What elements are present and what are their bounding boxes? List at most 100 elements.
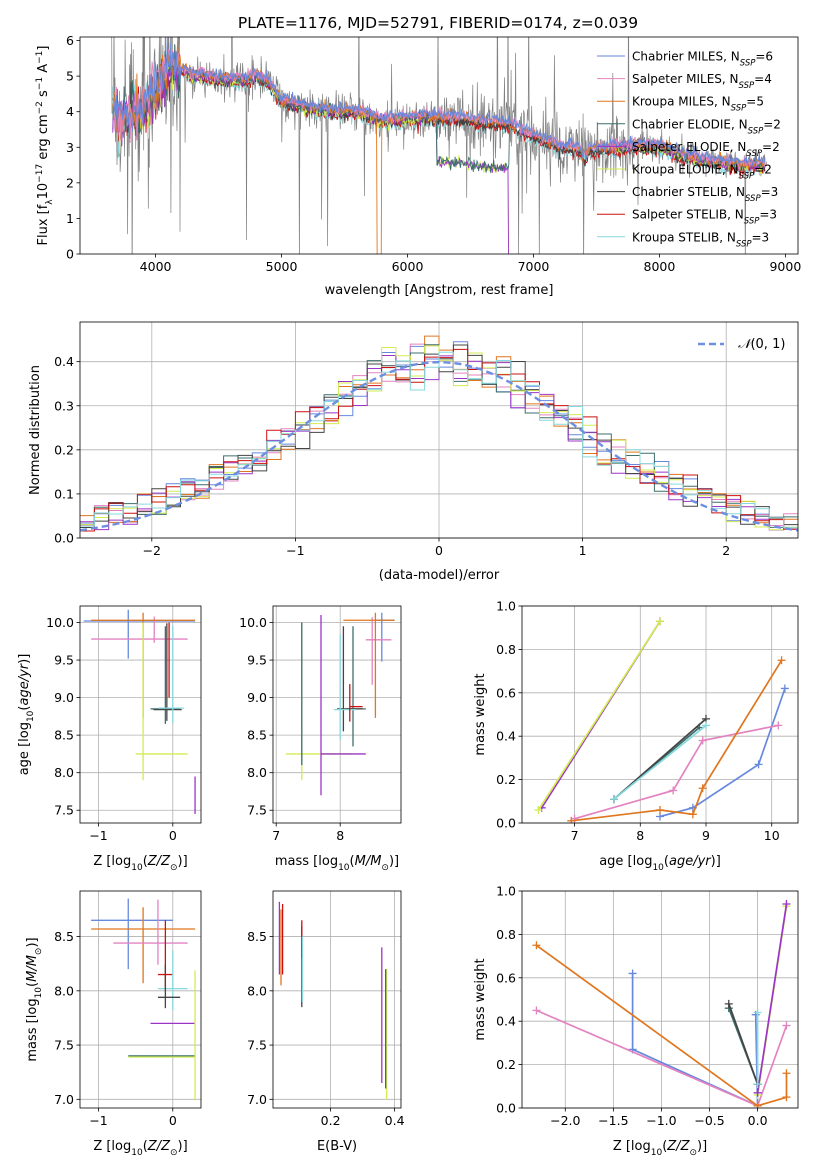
y-tick-label: 6	[66, 33, 74, 48]
y-tick-label: 0.2	[54, 442, 74, 457]
y-tick-label: 3	[66, 140, 74, 155]
axes-frame	[521, 605, 799, 824]
legend-entry: Kroupa MILES, NSSP=5	[632, 95, 764, 114]
y-tick-label: 0.6	[496, 970, 516, 985]
y-tick-label: 5	[66, 69, 74, 84]
x-tick-label: −0.5	[694, 1113, 724, 1128]
y-tick-label: 0.2	[496, 1057, 516, 1072]
y-tick-label: 4	[66, 104, 74, 119]
series-line	[659, 688, 786, 818]
axes-weight_vs_age: 7 8 9 10 0.0 0.2 0.4 0.6 0.8 1.0	[496, 599, 799, 843]
y-tick-label: 10.0	[239, 615, 267, 630]
data-point-marker	[628, 969, 637, 978]
data-point-marker	[567, 816, 576, 823]
x-axis-label: Z [log10(Z/Z⊙)]	[613, 1139, 707, 1158]
data-point-marker	[688, 810, 697, 819]
x-tick-label: 8000	[644, 259, 676, 274]
x-tick-label: 1	[579, 543, 587, 558]
x-tick-label: 9000	[769, 259, 801, 274]
plot-area	[278, 901, 388, 1100]
gaussian-curve	[80, 360, 798, 532]
x-axis-label: E(B-V)	[317, 1139, 357, 1154]
series-line	[613, 724, 707, 800]
y-tick-label: 8.5	[247, 929, 267, 944]
x-tick-label: −1	[89, 1113, 107, 1128]
residual-histogram	[80, 335, 798, 524]
x-tick-label: 0	[435, 543, 443, 558]
y-tick-label: 0.8	[496, 927, 516, 942]
y-tick-label: 1.0	[496, 599, 516, 614]
x-tick-label: −2	[143, 543, 161, 558]
legend-entry: Salpeter MILES, NSSP=4	[632, 72, 772, 91]
axes-weight_vs_Z: −2.0 −1.5 −1.0 −0.5 0.0 0.0 0.2 0.4 0.6 0.8 1.0	[496, 884, 799, 1128]
legend-entry: Kroupa ELODIE, NSSP=2	[632, 163, 772, 182]
y-axis-label: Flux [fλ10−17 erg cm−2 s−1 A−1]	[35, 46, 55, 246]
y-tick-label: 0.6	[496, 685, 516, 700]
data-point-marker	[532, 1006, 541, 1015]
grid	[80, 891, 201, 1108]
y-tick-label: 7.5	[247, 1038, 267, 1053]
data-point-marker	[754, 760, 763, 769]
series-line	[574, 724, 779, 820]
y-axis-label: mass [log10(M/M⊙)]	[25, 937, 44, 1061]
x-tick-label: 9	[702, 828, 710, 843]
y-tick-label: 8.5	[247, 728, 267, 743]
y-tick-label: 8.0	[54, 765, 74, 780]
axes-frame	[79, 36, 799, 255]
data-point-marker	[724, 999, 733, 1008]
plot-area	[534, 617, 789, 823]
x-tick-label: 7	[272, 828, 280, 843]
y-tick-label: 9.0	[54, 690, 74, 705]
y-tick-label: 7.0	[247, 1092, 267, 1107]
data-point-marker	[774, 721, 783, 730]
axes-frame	[521, 890, 799, 1109]
data-point-marker	[753, 1008, 762, 1017]
y-tick-label: 0	[66, 247, 74, 262]
x-axis-label: (data-model)/error	[379, 568, 500, 583]
data-point-marker	[753, 1101, 762, 1108]
grid	[522, 605, 798, 824]
x-tick-label: 8	[336, 828, 344, 843]
x-tick-label: 10	[764, 828, 780, 843]
plot-area	[532, 900, 791, 1108]
legend: Chabrier MILES, NSSP=6 Salpeter MILES, NS…	[597, 50, 781, 249]
axes-frame	[79, 321, 799, 539]
data-point-marker	[753, 1080, 762, 1089]
x-tick-label: 2	[722, 543, 730, 558]
axes-frame	[79, 605, 202, 824]
y-tick-label: 9.5	[247, 653, 267, 668]
x-tick-label: 4000	[140, 259, 172, 274]
axes-age_vs_Z: −1 0 7.5 8.0 8.5 9.0 9.5 10.0	[46, 605, 202, 843]
y-tick-label: 0.4	[496, 729, 516, 744]
data-point-marker	[610, 795, 618, 804]
x-tick-label: −1.5	[598, 1113, 628, 1128]
y-tick-label: 0.2	[496, 772, 516, 787]
x-tick-label: −1	[286, 543, 304, 558]
x-axis-label: age [log10(age/yr)]	[599, 854, 721, 873]
y-tick-label: 0.0	[496, 1101, 516, 1116]
data-point-marker	[698, 784, 707, 793]
grid	[273, 891, 401, 1108]
x-tick-label: 0	[169, 828, 177, 843]
axes-frame	[272, 890, 402, 1109]
axes-mass_vs_EBV: 0.2 0.4 7.0 7.5 8.0 8.5	[247, 890, 405, 1128]
data-point-marker	[698, 736, 707, 745]
legend-entry: Kroupa STELIB, NSSP=3	[632, 230, 769, 249]
data-point-marker	[782, 900, 791, 909]
panels: 4000 5000 6000 7000 8000 90000123456wavelengt…	[17, 33, 801, 1158]
legend-entry: Chabrier MILES, NSSP=6	[632, 50, 773, 69]
series-line	[535, 944, 788, 1107]
data-point-marker	[780, 684, 789, 693]
y-tick-label: 7.5	[54, 803, 74, 818]
y-tick-label: 8.0	[54, 983, 74, 998]
series-line	[631, 973, 759, 1108]
figure-title: PLATE=1176, MJD=52791, FIBERID=0174, z=0…	[238, 14, 638, 32]
data-point-marker	[656, 617, 664, 626]
y-axis-label: mass weight	[473, 958, 488, 1040]
x-tick-label: −1	[89, 828, 107, 843]
x-tick-label: 0.2	[321, 1113, 341, 1128]
residual-histogram	[80, 351, 798, 529]
axes-frame	[272, 605, 402, 824]
y-axis-label: age [log10(age/yr)]	[17, 654, 36, 776]
